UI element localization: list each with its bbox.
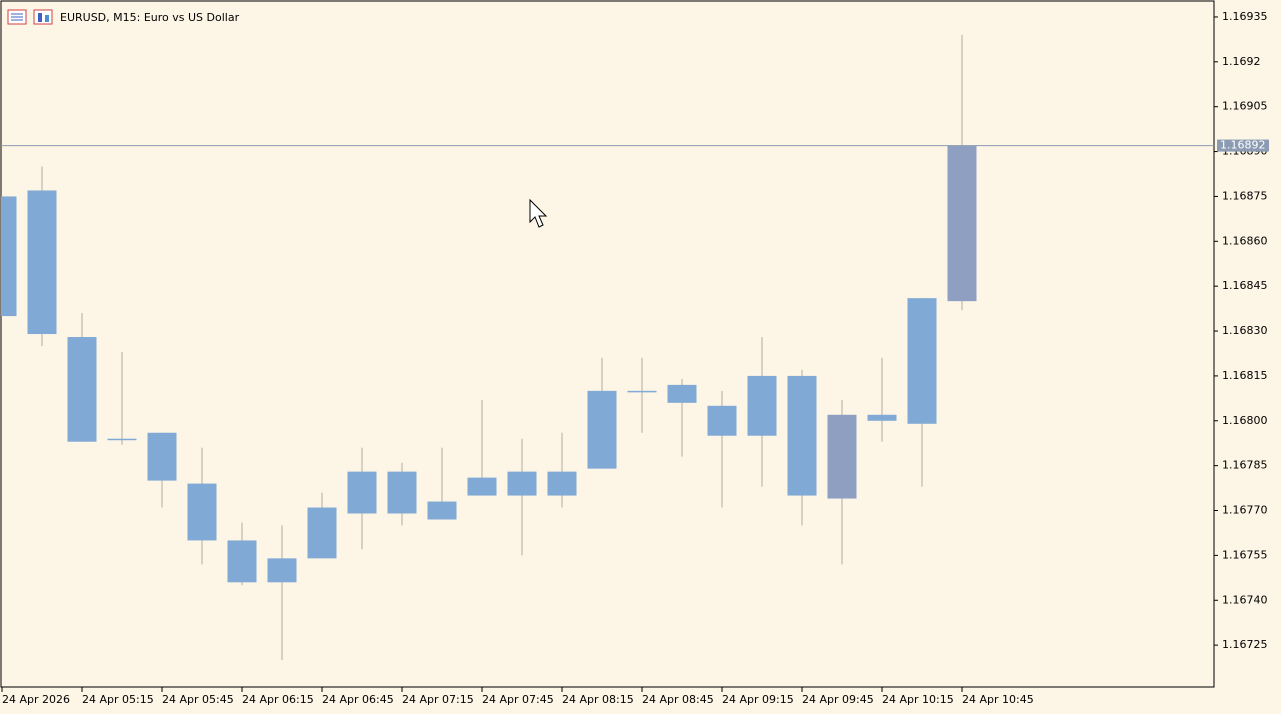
candle-body <box>187 483 217 541</box>
candle-body <box>667 384 697 403</box>
mouse-cursor <box>529 198 548 228</box>
x-tick-label: 24 Apr 06:15 <box>242 693 314 706</box>
x-tick-label: 24 Apr 10:15 <box>882 693 954 706</box>
y-tick-label: 1.16815 <box>1222 369 1268 382</box>
current-price-label: 1.16892 <box>1220 139 1266 152</box>
chart-title: EURUSD, M15: Euro vs US Dollar <box>60 11 240 24</box>
icon-bar <box>38 13 42 22</box>
candle-body <box>347 471 377 514</box>
y-tick-label: 1.16875 <box>1222 189 1268 202</box>
icon-chart <box>33 9 53 25</box>
candle-body <box>387 471 417 514</box>
candle-body <box>107 438 137 441</box>
candle-body <box>67 337 97 442</box>
y-tick-label: 1.16770 <box>1222 504 1268 517</box>
plot-area <box>1 34 977 661</box>
candle-body <box>587 390 617 469</box>
candle-body <box>1 196 17 317</box>
chart-icons <box>7 9 53 25</box>
candle-body <box>947 145 977 302</box>
y-tick-label: 1.1692 <box>1222 55 1261 68</box>
candle-body <box>467 477 497 496</box>
x-tick-label: 24 Apr 08:15 <box>562 693 634 706</box>
x-tick-label: 24 Apr 05:45 <box>162 693 234 706</box>
x-tick-label: 24 Apr 08:45 <box>642 693 714 706</box>
y-tick-label: 1.16740 <box>1222 593 1268 606</box>
y-tick-label: 1.16755 <box>1222 548 1268 561</box>
candle-body <box>627 390 657 393</box>
y-tick-label: 1.16785 <box>1222 459 1268 472</box>
plot-frame <box>0 0 1215 688</box>
x-tick-label: 24 Apr 2026 <box>2 693 70 706</box>
candle-body <box>307 507 337 559</box>
candle-body <box>507 471 537 496</box>
candle-body <box>747 375 777 436</box>
x-tick-label: 24 Apr 05:15 <box>82 693 154 706</box>
current-price-tag <box>1217 139 1269 152</box>
candle-body <box>427 501 457 520</box>
candle-body <box>267 558 297 583</box>
candle-body <box>827 414 857 499</box>
candle-body <box>27 190 57 335</box>
candle-body <box>787 375 817 496</box>
candle-body <box>227 540 257 583</box>
icon-bar <box>45 15 49 22</box>
x-tick-label: 24 Apr 06:45 <box>322 693 394 706</box>
x-tick-label: 24 Apr 09:45 <box>802 693 874 706</box>
y-tick-label: 1.16845 <box>1222 279 1268 292</box>
candle-body <box>147 432 177 481</box>
candle-body <box>707 405 737 436</box>
y-tick-label: 1.16860 <box>1222 234 1268 247</box>
y-tick-label: 1.16725 <box>1222 638 1268 651</box>
candle-body <box>867 414 897 421</box>
candle-body <box>547 471 577 496</box>
x-tick-label: 24 Apr 07:45 <box>482 693 554 706</box>
y-tick-label: 1.16830 <box>1222 324 1268 337</box>
x-tick-label: 24 Apr 07:15 <box>402 693 474 706</box>
y-tick-label: 1.16905 <box>1222 100 1268 113</box>
y-tick-label: 1.16800 <box>1222 414 1268 427</box>
x-tick-label: 24 Apr 10:45 <box>962 693 1034 706</box>
y-tick-label: 1.16935 <box>1222 10 1268 23</box>
candle-body <box>907 298 937 424</box>
x-tick-label: 24 Apr 09:15 <box>722 693 794 706</box>
